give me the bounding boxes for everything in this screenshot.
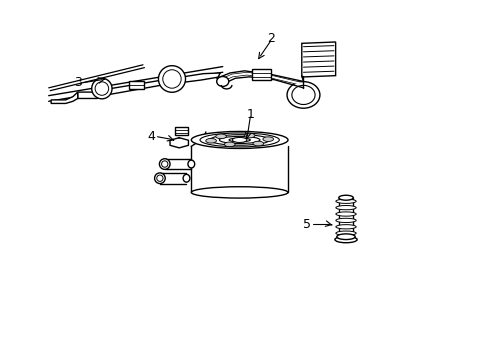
Ellipse shape bbox=[200, 133, 279, 147]
Ellipse shape bbox=[216, 77, 228, 86]
Ellipse shape bbox=[336, 234, 354, 239]
Ellipse shape bbox=[335, 206, 355, 210]
Text: 3: 3 bbox=[74, 76, 81, 89]
Bar bbox=[251, 69, 270, 80]
Ellipse shape bbox=[209, 135, 269, 145]
Ellipse shape bbox=[92, 78, 112, 99]
Ellipse shape bbox=[263, 137, 273, 141]
Text: 5: 5 bbox=[303, 218, 311, 231]
Ellipse shape bbox=[95, 82, 108, 95]
Ellipse shape bbox=[252, 141, 263, 146]
Ellipse shape bbox=[205, 139, 216, 143]
Polygon shape bbox=[78, 73, 220, 99]
Ellipse shape bbox=[161, 161, 167, 167]
Bar bbox=[175, 127, 187, 135]
Ellipse shape bbox=[163, 70, 181, 88]
Ellipse shape bbox=[219, 136, 260, 144]
Ellipse shape bbox=[335, 231, 355, 235]
Ellipse shape bbox=[286, 82, 319, 108]
Ellipse shape bbox=[335, 218, 355, 222]
Ellipse shape bbox=[158, 66, 185, 92]
Ellipse shape bbox=[159, 159, 170, 169]
Ellipse shape bbox=[338, 195, 352, 200]
Ellipse shape bbox=[334, 237, 356, 243]
Ellipse shape bbox=[187, 160, 194, 168]
Ellipse shape bbox=[224, 142, 235, 147]
Ellipse shape bbox=[228, 138, 250, 142]
Text: 2: 2 bbox=[266, 32, 274, 45]
Ellipse shape bbox=[191, 187, 287, 198]
Ellipse shape bbox=[157, 175, 163, 181]
Ellipse shape bbox=[335, 212, 355, 216]
Ellipse shape bbox=[215, 134, 226, 139]
Polygon shape bbox=[301, 42, 335, 77]
Text: 1: 1 bbox=[246, 108, 254, 121]
Bar bbox=[129, 81, 143, 89]
Ellipse shape bbox=[335, 199, 355, 203]
Text: 4: 4 bbox=[147, 130, 155, 143]
Ellipse shape bbox=[244, 133, 254, 138]
Polygon shape bbox=[170, 138, 188, 148]
Polygon shape bbox=[51, 92, 78, 103]
Ellipse shape bbox=[232, 138, 246, 143]
Ellipse shape bbox=[335, 225, 355, 229]
Ellipse shape bbox=[191, 131, 287, 148]
Ellipse shape bbox=[183, 174, 189, 182]
Ellipse shape bbox=[154, 173, 165, 184]
Ellipse shape bbox=[291, 85, 314, 104]
